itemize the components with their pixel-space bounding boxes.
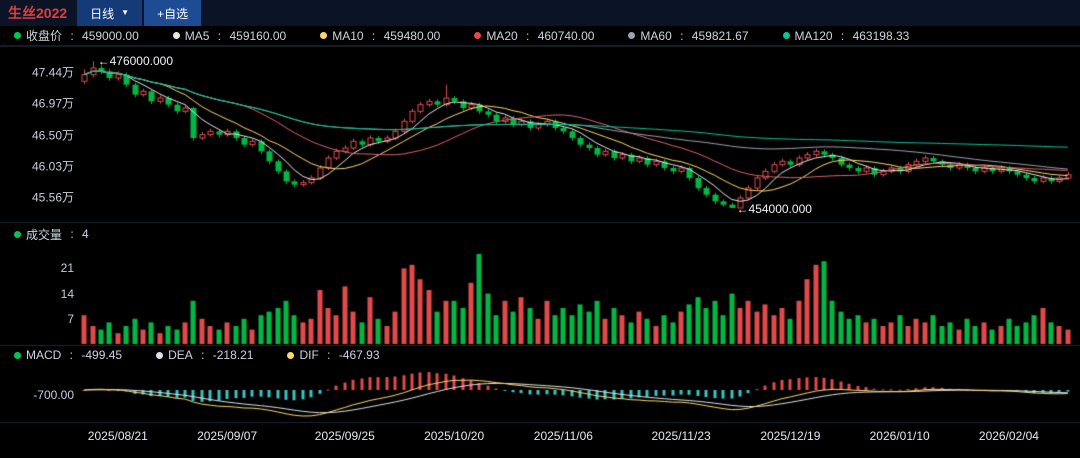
legend-close-dot (14, 32, 21, 39)
legend-close-value: 459000.00 (82, 28, 139, 43)
legend-dea-label: DEA (168, 348, 193, 362)
legend-dif-label: DIF (299, 348, 319, 362)
legend-volume-value: 4 (82, 227, 89, 241)
legend-ma10-dot (320, 32, 328, 39)
price-y-axis-label: 47.44万 (31, 65, 74, 80)
legend-dif-value: -467.93 (338, 348, 380, 362)
macd-pane-header: MACD : -499.45 DEA : -218.21 DIF : -467.93 (0, 347, 380, 363)
x-axis-date-label: 2025/09/25 (314, 429, 375, 443)
legend-macd-value: -499.45 (81, 348, 123, 362)
legend-ma5-value: 459160.00 (229, 28, 287, 43)
legend-ma20-value: 460740.00 (537, 28, 595, 43)
legend-ma5-dot (172, 32, 180, 39)
volume-pane-header: 成交量 : 4 (0, 224, 89, 244)
legend-dif: DIF : -467.93 (287, 348, 380, 362)
volume-y-axis-label: 7 (67, 311, 74, 326)
legend-ma120-label: MA120 (794, 28, 833, 43)
legend-ma5-label: MA5 (184, 28, 210, 43)
legend-ma120-separator: : (837, 28, 848, 43)
instrument-title: 生丝2022 (8, 5, 68, 21)
legend-ma60-dot (628, 32, 636, 39)
legend-ma10-separator: : (368, 28, 379, 43)
add-watchlist-label: +自选 (157, 6, 189, 21)
legend-volume-separator: : (67, 227, 78, 241)
legend-dea-value: -218.21 (212, 348, 254, 362)
top-bar: 生丝2022 日线 ▼ +自选 (0, 0, 1080, 26)
legend-ma10-value: 459480.00 (383, 28, 441, 43)
legend-ma20-label: MA20 (486, 28, 518, 43)
price-y-axis-label: 46.03万 (31, 159, 74, 174)
x-axis-date-label: 2025/09/07 (197, 429, 258, 443)
legend-dea-separator: : (197, 348, 208, 362)
low-price-annotation: ←454000.000 (736, 202, 812, 216)
legend-ma20-dot (474, 32, 482, 39)
legend-ma20-separator: : (522, 28, 533, 43)
legend-ma5: MA5 : 459160.00 (172, 28, 287, 43)
legend-macd-dot (14, 351, 21, 359)
x-axis-date-label: 2026/02/04 (978, 429, 1039, 443)
legend-ma120: MA120 : 463198.33 (782, 28, 910, 43)
x-axis-date-label: 2025/12/19 (760, 429, 821, 443)
price-y-axis-label: 46.50万 (31, 128, 74, 143)
legend-dif-dot (287, 351, 295, 359)
legend-ma10: MA10 : 459480.00 (320, 29, 440, 43)
legend-ma120-value: 463198.33 (852, 28, 910, 43)
legend-ma60-value: 459821.67 (691, 28, 749, 43)
legend-ma10-label: MA10 (332, 28, 364, 43)
legend-dea: DEA : -218.21 (156, 348, 253, 362)
legend-macd-label: MACD (26, 348, 62, 362)
x-axis-date-label: 2026/01/10 (869, 429, 930, 443)
legend-ma120-dot (782, 32, 790, 39)
legend-volume-dot (14, 230, 21, 238)
price-y-axis-label: 45.56万 (31, 190, 74, 205)
x-axis-date-label: 2025/11/06 (533, 429, 593, 443)
x-axis-date-label: 2025/11/23 (651, 429, 711, 443)
period-dropdown[interactable]: 日线 ▼ (77, 0, 143, 26)
indicator-legend-bar: 收盘价 : 459000.00 MA5 : 459160.00 MA10 : 459… (0, 26, 1080, 46)
legend-ma60-label: MA60 (640, 28, 672, 43)
x-axis-date-label: 2025/10/20 (424, 429, 485, 443)
legend-ma60: MA60 : 459821.67 (628, 28, 749, 43)
period-label: 日线 (90, 6, 115, 21)
volume-y-axis-label: 14 (60, 286, 74, 301)
high-price-annotation: ←476000.000 (97, 54, 174, 69)
legend-volume-label: 成交量 (26, 227, 63, 242)
legend-ma60-separator: : (676, 28, 687, 43)
legend-macd-separator: : (66, 348, 77, 362)
macd-y-axis-label: -700.00 (33, 388, 74, 403)
legend-close-separator: : (67, 28, 78, 43)
legend-macd: MACD : -499.45 (14, 348, 122, 362)
price-y-axis-label: 46.97万 (31, 96, 74, 111)
legend-close: 收盘价 : 459000.00 (14, 27, 139, 44)
legend-dif-separator: : (323, 348, 334, 362)
legend-dea-dot (156, 351, 164, 359)
volume-y-axis-label: 21 (60, 261, 74, 276)
legend-close-label: 收盘价 (26, 29, 63, 43)
legend-volume: 成交量 : 4 (14, 226, 89, 243)
add-watchlist-button[interactable]: +自选 (144, 0, 202, 26)
x-axis-date-label: 2025/08/21 (87, 429, 148, 443)
legend-ma5-separator: : (214, 28, 225, 43)
chevron-down-icon: ▼ (121, 8, 130, 17)
legend-ma20: MA20 : 460740.00 (474, 29, 594, 43)
